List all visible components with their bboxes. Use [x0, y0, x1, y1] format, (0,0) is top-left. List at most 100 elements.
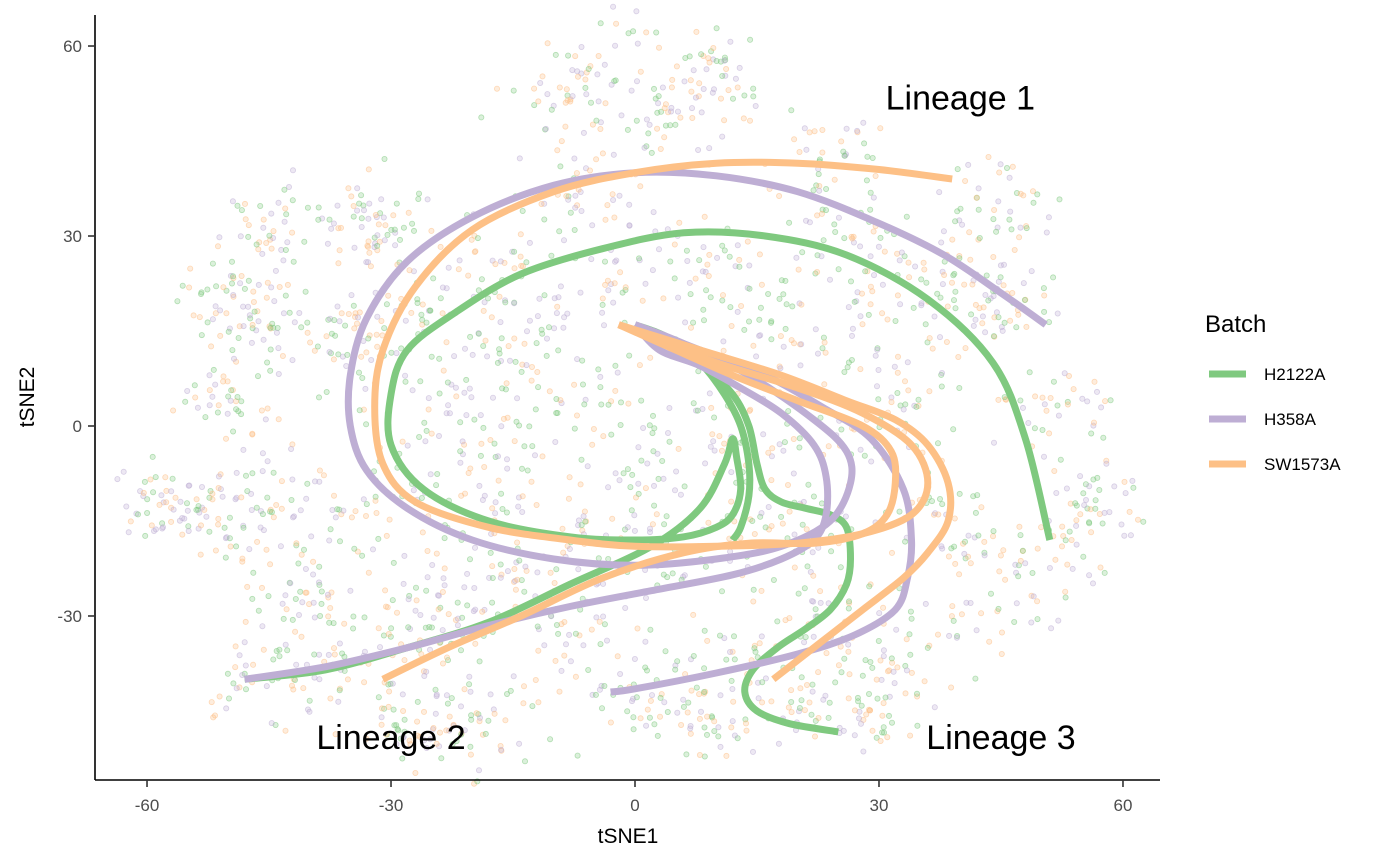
scatter-point: [311, 614, 318, 621]
scatter-point: [456, 257, 463, 264]
scatter-point: [448, 381, 455, 388]
scatter-point: [439, 589, 446, 596]
scatter-point: [967, 256, 974, 263]
scatter-point: [1046, 565, 1053, 572]
scatter-point: [647, 626, 654, 633]
scatter-point: [282, 641, 289, 648]
scatter-point: [873, 676, 880, 683]
scatter-point: [246, 546, 253, 553]
scatter-point: [270, 469, 277, 476]
scatter-point: [613, 20, 620, 27]
scatter-point: [217, 332, 224, 339]
scatter-point: [1086, 519, 1093, 526]
scatter-point: [320, 472, 327, 479]
scatter-point: [1084, 398, 1091, 405]
scatter-point: [689, 105, 696, 112]
scatter-point: [400, 580, 407, 587]
scatter-point: [511, 265, 518, 272]
scatter-point: [365, 166, 372, 173]
scatter-point: [1068, 537, 1075, 544]
scatter-point: [203, 513, 210, 520]
scatter-point: [657, 145, 664, 152]
scatter-point: [875, 366, 882, 373]
scatter-point: [356, 309, 363, 316]
scatter-point: [622, 605, 629, 612]
scatter-point: [505, 343, 512, 350]
scatter-point: [186, 284, 193, 291]
scatter-point: [976, 234, 983, 241]
scatter-point: [276, 283, 283, 290]
scatter-point: [880, 604, 887, 611]
scatter-point: [310, 599, 317, 606]
scatter-point: [866, 691, 873, 698]
scatter-point: [705, 272, 712, 279]
scatter-point: [275, 416, 282, 423]
scatter-point: [308, 533, 315, 540]
scatter-point: [955, 353, 962, 360]
scatter-point: [284, 647, 291, 654]
scatter-point: [518, 577, 525, 584]
scatter-point: [1090, 476, 1097, 483]
scatter-point: [397, 735, 404, 742]
scatter-point: [536, 295, 543, 302]
scatter-point: [926, 335, 933, 342]
scatter-point: [662, 122, 669, 129]
scatter-point: [605, 287, 612, 294]
scatter-point: [572, 192, 579, 199]
scatter-point: [228, 280, 235, 287]
scatter-point: [636, 362, 643, 369]
scatter-point: [631, 527, 638, 534]
scatter-point: [726, 253, 733, 260]
scatter-point: [410, 268, 417, 275]
scatter-point: [354, 207, 361, 214]
scatter-point: [263, 294, 270, 301]
scatter-point: [293, 542, 300, 549]
scatter-point: [599, 295, 606, 302]
scatter-point: [347, 587, 354, 594]
scatter-point: [280, 310, 287, 317]
scatter-point: [535, 647, 542, 654]
scatter-point: [522, 758, 529, 765]
scatter-point: [845, 695, 852, 702]
scatter-point: [291, 677, 298, 684]
scatter-point: [351, 325, 358, 332]
scatter-point: [642, 664, 649, 671]
scatter-point: [475, 330, 482, 337]
scatter-point: [318, 600, 325, 607]
scatter-point: [857, 366, 864, 373]
scatter-point: [445, 264, 452, 271]
scatter-point: [1081, 502, 1088, 509]
scatter-point: [736, 64, 743, 71]
scatter-point: [840, 148, 847, 155]
scatter-point: [1073, 522, 1080, 529]
scatter-point: [222, 554, 229, 561]
scatter-point: [350, 625, 357, 632]
scatter-point: [952, 288, 959, 295]
scatter-point: [1009, 289, 1016, 296]
scatter-point: [835, 662, 842, 669]
scatter-point: [289, 616, 296, 623]
scatter-point: [665, 429, 672, 436]
scatter-point: [316, 478, 323, 485]
scatter-point: [140, 489, 147, 496]
scatter-point: [923, 279, 930, 286]
scatter-point: [350, 302, 357, 309]
scatter-point: [681, 572, 688, 579]
scatter-point: [991, 439, 998, 446]
scatter-point: [351, 244, 358, 251]
scatter-point: [948, 684, 955, 691]
scatter-point: [258, 584, 265, 591]
x-tick-label: 60: [1114, 796, 1133, 815]
scatter-point: [360, 202, 367, 209]
scatter-point: [643, 29, 650, 36]
scatter-point: [690, 611, 697, 618]
scatter-point: [720, 347, 727, 354]
scatter-point: [405, 209, 412, 216]
scatter-point: [233, 469, 240, 476]
scatter-point: [650, 209, 657, 216]
scatter-point: [889, 549, 896, 556]
scatter-point: [857, 243, 864, 250]
scatter-point: [323, 333, 330, 340]
scatter-point: [661, 521, 668, 528]
scatter-point: [804, 682, 811, 689]
